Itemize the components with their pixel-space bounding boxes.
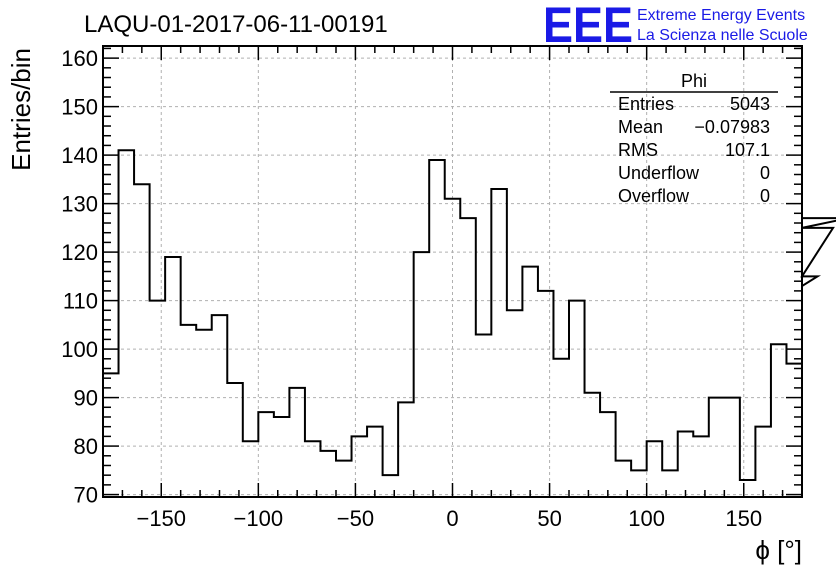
- stats-row-label: RMS: [618, 140, 658, 160]
- stats-rows: Entries 5043 Mean −0.07983 RMS 107.1 Underflow…: [618, 94, 770, 206]
- grid-lines: [103, 46, 802, 497]
- stats-row-label: Mean: [618, 117, 663, 137]
- stats-row-value: −0.07983: [694, 117, 770, 137]
- x-tick-label: −100: [234, 506, 284, 531]
- x-tick-label: 0: [446, 506, 458, 531]
- x-tick-label: 100: [628, 506, 665, 531]
- x-tick-label: 50: [537, 506, 561, 531]
- y-tick-label: 90: [74, 386, 98, 411]
- stats-row: Entries 5043: [618, 94, 770, 114]
- stats-row-value: 0: [760, 186, 770, 206]
- stats-box: Phi Entries 5043 Mean −0.07983 RMS 107.1 Under…: [610, 71, 778, 206]
- y-tick-label: 140: [61, 143, 98, 168]
- y-tick-label: 160: [61, 46, 98, 71]
- logo-line-1: Extreme Energy Events: [637, 7, 805, 24]
- x-tick-label: 150: [725, 506, 762, 531]
- chart-title: LAQU-01-2017-06-11-00191: [84, 11, 388, 38]
- stats-row-value: 107.1: [725, 140, 770, 160]
- stats-name: Phi: [681, 71, 707, 91]
- y-tick-label: 100: [61, 337, 98, 362]
- y-axis-title: Entries/bin: [6, 48, 36, 171]
- eee-logo: EEE Extreme Energy Events La Scienza nel…: [543, 0, 808, 53]
- y-tick-label: 110: [63, 289, 98, 314]
- logo-mark: EEE: [543, 0, 633, 53]
- stats-row: RMS 107.1: [618, 140, 770, 160]
- y-tick-label: 70: [74, 483, 98, 508]
- stats-row: Underflow 0: [618, 163, 770, 183]
- x-tick-label: −150: [136, 506, 186, 531]
- stats-row-label: Entries: [618, 94, 674, 114]
- y-tick-label: 150: [61, 95, 98, 120]
- stats-row-label: Underflow: [618, 163, 700, 183]
- stats-row: Overflow 0: [618, 186, 770, 206]
- y-tick-label: 130: [61, 192, 98, 217]
- stats-row: Mean −0.07983: [618, 117, 770, 137]
- y-axis-ticks: 70 80 90 100 110 120 130 140 150 160: [61, 46, 802, 508]
- y-tick-label: 80: [74, 434, 98, 459]
- histogram-outline: [102, 149, 836, 497]
- x-axis-ticks: −150 −100 −50 0 50 100 150: [102, 46, 803, 531]
- y-tick-label: 120: [61, 240, 98, 265]
- stats-row-label: Overflow: [618, 186, 690, 206]
- stats-row-value: 0: [760, 163, 770, 183]
- stats-row-value: 5043: [730, 94, 770, 114]
- x-tick-label: −50: [337, 506, 374, 531]
- x-axis-title: ϕ [°]: [755, 535, 802, 565]
- logo-line-2: La Scienza nelle Scuole: [637, 27, 808, 44]
